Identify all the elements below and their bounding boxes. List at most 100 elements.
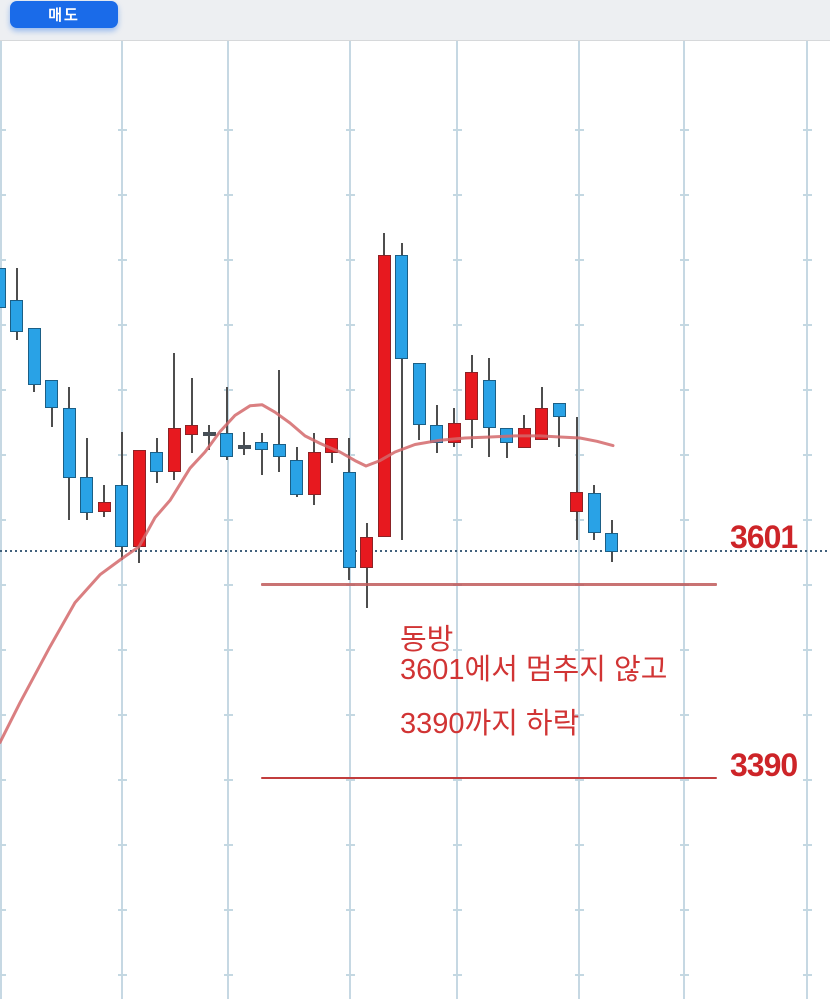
grid-tick-mark xyxy=(679,389,689,391)
annotation-text: 3601에서 멈추지 않고 xyxy=(400,654,668,686)
grid-tick-mark xyxy=(574,129,584,131)
grid-tick-mark xyxy=(117,974,127,976)
candle-body xyxy=(517,428,531,448)
candle-body xyxy=(395,255,409,360)
candle-body xyxy=(150,452,164,473)
grid-tick-mark xyxy=(574,779,584,781)
candle-body xyxy=(325,438,339,454)
grid-tick-mark xyxy=(223,844,233,846)
candle-body xyxy=(167,428,181,473)
grid-tick-mark xyxy=(117,649,127,651)
grid-tick-mark xyxy=(802,714,812,716)
grid-tick-mark xyxy=(223,389,233,391)
grid-tick-mark xyxy=(452,844,462,846)
grid-tick-mark xyxy=(452,779,462,781)
grid-tick-mark xyxy=(574,844,584,846)
grid-tick-mark xyxy=(0,324,6,326)
candle-body xyxy=(10,300,24,332)
price-label-3390: 3390 xyxy=(730,747,798,783)
candle-body xyxy=(237,444,251,449)
grid-tick-mark xyxy=(223,129,233,131)
grid-tick-mark xyxy=(223,259,233,261)
grid-tick-mark xyxy=(802,649,812,651)
grid-tick-mark xyxy=(452,259,462,261)
grid-tick-mark xyxy=(117,714,127,716)
candle-body xyxy=(97,501,111,513)
chart-canvas[interactable]: 3601 3390 동방 3601에서 멈추지 않고 3390까지 하락 xyxy=(0,41,830,999)
header-bar: 매도 xyxy=(0,0,830,41)
candle-body xyxy=(220,432,234,458)
candle-wick xyxy=(190,377,193,454)
grid-tick-mark xyxy=(802,909,812,911)
grid-tick-mark xyxy=(117,259,127,261)
candle-wick xyxy=(400,243,403,541)
grid-tick-mark xyxy=(345,324,355,326)
grid-tick-mark xyxy=(679,259,689,261)
grid-tick-mark xyxy=(679,779,689,781)
grid-tick-mark xyxy=(802,129,812,131)
grid-tick-mark xyxy=(679,519,689,521)
candle-body xyxy=(132,449,146,547)
grid-tick-mark xyxy=(679,649,689,651)
candle-body xyxy=(80,476,94,514)
grid-tick-mark xyxy=(452,974,462,976)
grid-tick-mark xyxy=(679,324,689,326)
grid-tick-mark xyxy=(223,324,233,326)
grid-tick-mark xyxy=(0,584,6,586)
grid-tick-mark xyxy=(452,129,462,131)
sell-button[interactable]: 매도 xyxy=(10,1,118,28)
grid-tick-mark xyxy=(452,909,462,911)
support-line[interactable] xyxy=(261,582,717,586)
grid-tick-mark xyxy=(574,194,584,196)
candle-body xyxy=(482,379,496,429)
grid-tick-mark xyxy=(0,779,6,781)
candle-body xyxy=(535,407,549,441)
grid-tick-mark xyxy=(802,324,812,326)
grid-tick-mark xyxy=(0,844,6,846)
grid-tick-mark xyxy=(223,194,233,196)
grid-tick-mark xyxy=(574,909,584,911)
grid-tick-mark xyxy=(679,714,689,716)
grid-tick-mark xyxy=(345,649,355,651)
grid-tick-mark xyxy=(0,389,6,391)
grid-tick-mark xyxy=(345,779,355,781)
grid-tick-mark xyxy=(345,974,355,976)
grid-tick-mark xyxy=(452,324,462,326)
grid-tick-mark xyxy=(0,519,6,521)
candle-body xyxy=(500,428,514,444)
candle-body xyxy=(587,492,601,533)
grid-tick-mark xyxy=(802,194,812,196)
candle-body xyxy=(27,328,41,386)
grid-tick-mark xyxy=(574,649,584,651)
annotation-text: 동방 xyxy=(400,624,454,656)
grid-tick-mark xyxy=(574,974,584,976)
candle-body xyxy=(0,268,6,308)
candle-body xyxy=(412,362,426,426)
grid-tick-mark xyxy=(679,844,689,846)
grid-tick-mark xyxy=(223,909,233,911)
grid-tick-mark xyxy=(345,844,355,846)
grid-tick-mark xyxy=(117,779,127,781)
grid-tick-mark xyxy=(574,259,584,261)
candle-body xyxy=(290,459,304,496)
candle-body xyxy=(605,532,619,553)
candle-body xyxy=(255,442,269,450)
candle-wick xyxy=(260,432,263,475)
candle-body xyxy=(272,444,286,458)
grid-tick-mark xyxy=(802,844,812,846)
grid-tick-mark xyxy=(679,454,689,456)
candle-body xyxy=(202,431,216,436)
grid-tick-mark xyxy=(0,974,6,976)
grid-tick-mark xyxy=(452,194,462,196)
candle-body xyxy=(360,537,374,569)
grid-tick-mark xyxy=(679,909,689,911)
candle-body xyxy=(377,255,391,537)
grid-tick-mark xyxy=(452,454,462,456)
candle-body xyxy=(307,452,321,496)
grid-tick-mark xyxy=(0,714,6,716)
candle-body xyxy=(185,425,199,435)
candle-body xyxy=(465,372,479,420)
grid-tick-mark xyxy=(117,194,127,196)
grid-tick-mark xyxy=(223,714,233,716)
target-line[interactable] xyxy=(261,777,717,779)
